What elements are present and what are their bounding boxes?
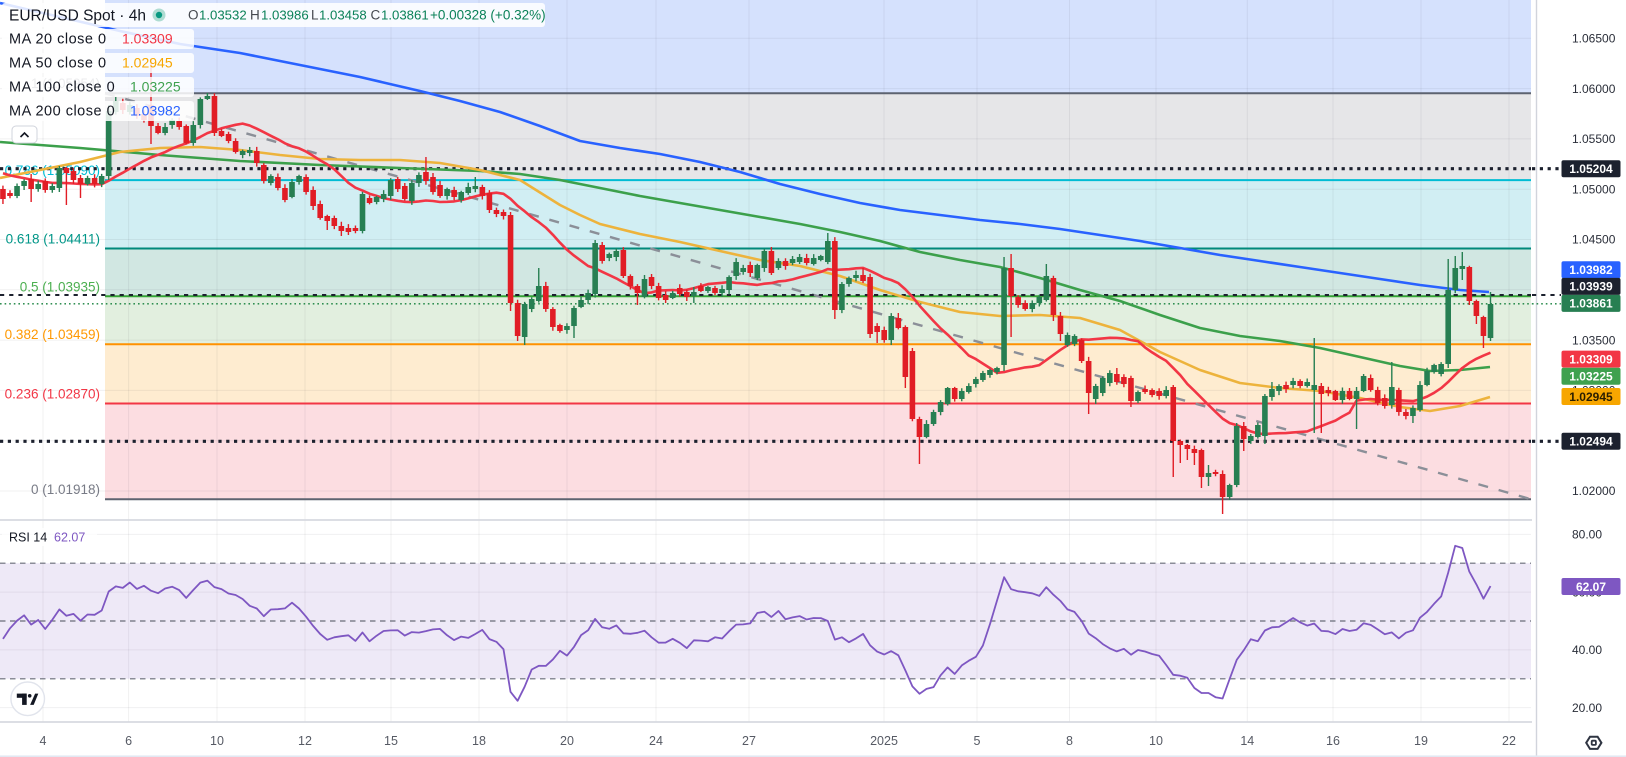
svg-text:H: H [250, 8, 260, 23]
svg-text:16: 16 [1326, 734, 1340, 748]
svg-text:6: 6 [125, 734, 132, 748]
svg-text:24: 24 [649, 734, 663, 748]
svg-text:1.02945: 1.02945 [1569, 390, 1613, 404]
svg-text:8: 8 [1066, 734, 1073, 748]
svg-text:MA 200 close 0: MA 200 close 0 [9, 104, 115, 120]
svg-text:1.06500: 1.06500 [1572, 32, 1616, 46]
svg-text:1.03861: 1.03861 [381, 8, 429, 23]
svg-text:20: 20 [560, 734, 574, 748]
svg-text:RSI 14: RSI 14 [9, 531, 47, 545]
svg-text:10: 10 [1149, 734, 1163, 748]
svg-text:10: 10 [210, 734, 224, 748]
svg-text:2025: 2025 [870, 734, 898, 748]
svg-text:EUR/USD Spot · 4h: EUR/USD Spot · 4h [9, 8, 146, 25]
svg-text:1.03939: 1.03939 [1569, 280, 1613, 294]
svg-text:1.03458: 1.03458 [319, 8, 367, 23]
svg-text:MA 100 close 0: MA 100 close 0 [9, 80, 115, 96]
svg-text:C: C [371, 8, 381, 23]
svg-text:0.5 (1.03935): 0.5 (1.03935) [20, 279, 100, 294]
svg-text:62.07: 62.07 [54, 531, 85, 545]
svg-text:1.03309: 1.03309 [122, 31, 173, 47]
svg-text:1.02945: 1.02945 [122, 55, 173, 71]
svg-text:1.05500: 1.05500 [1572, 132, 1616, 146]
svg-text:1.03225: 1.03225 [1569, 370, 1613, 384]
svg-text:0.382 (1.03459): 0.382 (1.03459) [5, 327, 100, 342]
svg-text:1.02494: 1.02494 [1569, 435, 1613, 449]
svg-text:18: 18 [472, 734, 486, 748]
svg-text:19: 19 [1414, 734, 1428, 748]
svg-text:5: 5 [974, 734, 981, 748]
svg-text:1.05204: 1.05204 [1569, 162, 1613, 176]
svg-text:MA 50 close 0: MA 50 close 0 [9, 56, 107, 72]
svg-text:1.03982: 1.03982 [1569, 263, 1613, 277]
svg-text:0 (1.01918): 0 (1.01918) [31, 482, 100, 497]
svg-text:+0.00328 (+0.32%): +0.00328 (+0.32%) [430, 8, 546, 23]
svg-text:L: L [311, 8, 319, 23]
svg-text:0.786 (1.05090): 0.786 (1.05090) [5, 163, 100, 178]
svg-text:MA 20 close 0: MA 20 close 0 [9, 32, 107, 48]
svg-text:1.03532: 1.03532 [199, 8, 247, 23]
svg-text:0.618 (1.04411): 0.618 (1.04411) [6, 232, 100, 247]
svg-text:15: 15 [384, 734, 398, 748]
svg-text:1.03861: 1.03861 [1569, 297, 1613, 311]
svg-text:62.07: 62.07 [1576, 580, 1606, 594]
svg-text:1.02000: 1.02000 [1572, 484, 1616, 498]
svg-text:40.00: 40.00 [1572, 643, 1602, 657]
svg-text:27: 27 [742, 734, 756, 748]
svg-text:20.00: 20.00 [1572, 701, 1602, 715]
svg-text:0.236 (1.02870): 0.236 (1.02870) [5, 387, 100, 402]
svg-text:4: 4 [40, 734, 47, 748]
svg-text:1.03982: 1.03982 [130, 103, 181, 119]
svg-text:1.03309: 1.03309 [1569, 352, 1613, 366]
svg-text:12: 12 [298, 734, 312, 748]
svg-text:1.06000: 1.06000 [1572, 82, 1616, 96]
svg-text:1.04500: 1.04500 [1572, 233, 1616, 247]
svg-text:O: O [188, 8, 199, 23]
svg-text:1.03986: 1.03986 [261, 8, 309, 23]
svg-text:22: 22 [1502, 734, 1516, 748]
svg-text:1.03500: 1.03500 [1572, 333, 1616, 347]
svg-text:1.05000: 1.05000 [1572, 182, 1616, 196]
svg-text:14: 14 [1240, 734, 1254, 748]
svg-text:1.03225: 1.03225 [130, 79, 181, 95]
svg-text:80.00: 80.00 [1572, 528, 1602, 542]
